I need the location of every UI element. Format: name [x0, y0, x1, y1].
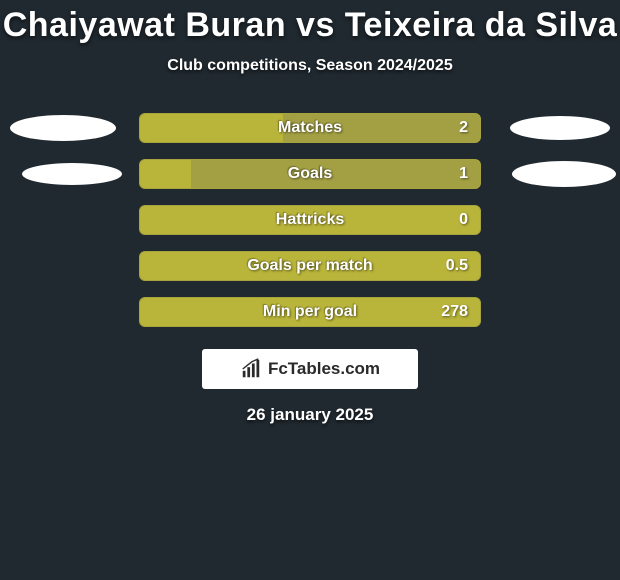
stat-label: Goals per match	[247, 257, 372, 275]
chart-icon	[240, 358, 262, 380]
player2-ellipse	[512, 161, 616, 187]
bar-fill	[140, 114, 283, 142]
stat-row: Hattricks 0	[0, 205, 620, 235]
stat-value: 1	[459, 165, 468, 183]
stat-value: 0.5	[446, 257, 468, 275]
stat-row: Goals 1	[0, 159, 620, 189]
player2-ellipse	[510, 116, 610, 140]
stat-value: 278	[441, 303, 468, 321]
stat-label: Min per goal	[263, 303, 357, 321]
player1-ellipse	[10, 115, 116, 141]
stat-rows: Matches 2 Goals 1 Hattricks 0 Goals per match 0…	[0, 113, 620, 327]
stat-label: Goals	[288, 165, 332, 183]
logo-text: FcTables.com	[268, 359, 380, 379]
stat-value: 0	[459, 211, 468, 229]
stat-value: 2	[459, 119, 468, 137]
stat-bar: Matches 2	[139, 113, 481, 143]
stat-bar: Goals 1	[139, 159, 481, 189]
stat-row: Min per goal 278	[0, 297, 620, 327]
bar-fill	[140, 160, 191, 188]
stat-label: Hattricks	[276, 211, 344, 229]
comparison-infographic: Chaiyawat Buran vs Teixeira da Silva Clu…	[0, 0, 620, 425]
stat-bar: Goals per match 0.5	[139, 251, 481, 281]
stat-bar: Hattricks 0	[139, 205, 481, 235]
player1-ellipse	[22, 163, 122, 185]
stat-bar: Min per goal 278	[139, 297, 481, 327]
subtitle: Club competitions, Season 2024/2025	[0, 57, 620, 75]
stat-row: Matches 2	[0, 113, 620, 143]
date-label: 26 january 2025	[0, 405, 620, 425]
logo: FcTables.com	[202, 349, 418, 389]
stat-row: Goals per match 0.5	[0, 251, 620, 281]
stat-label: Matches	[278, 119, 342, 137]
page-title: Chaiyawat Buran vs Teixeira da Silva	[0, 6, 620, 45]
